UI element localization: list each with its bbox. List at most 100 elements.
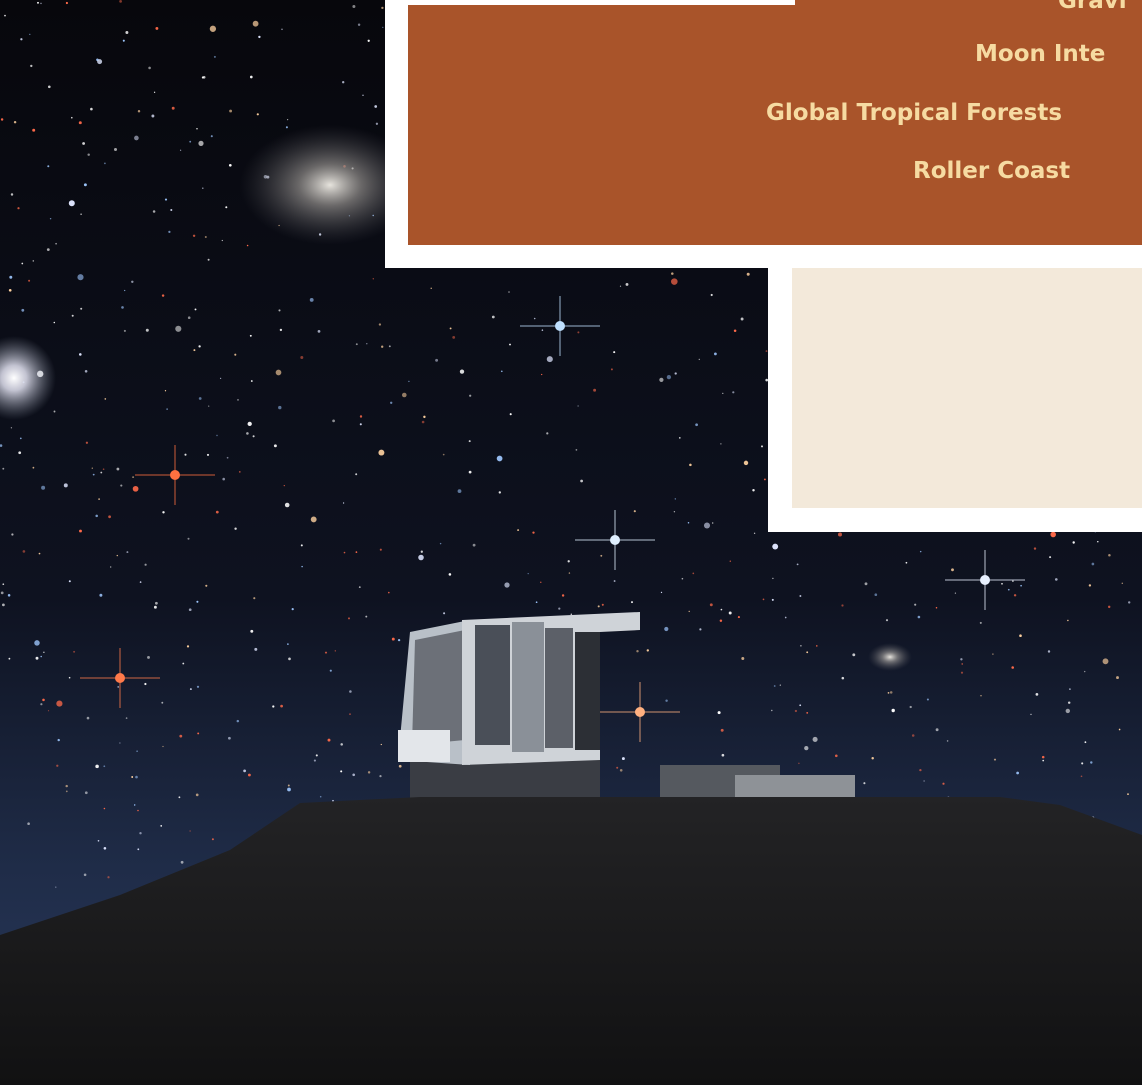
star — [77, 274, 83, 280]
star — [720, 443, 721, 444]
star — [79, 121, 82, 124]
star — [23, 550, 26, 553]
star — [620, 286, 621, 287]
star — [580, 480, 583, 483]
star — [301, 566, 302, 567]
star — [408, 381, 409, 382]
star — [274, 444, 277, 447]
star — [121, 306, 124, 309]
star — [43, 652, 44, 653]
star — [136, 750, 138, 752]
star — [250, 335, 252, 337]
star — [248, 422, 252, 426]
star — [300, 356, 303, 359]
star — [1084, 671, 1085, 672]
star — [1122, 583, 1123, 584]
star — [510, 413, 512, 415]
star — [123, 40, 125, 42]
star — [237, 720, 239, 722]
star — [806, 651, 808, 653]
star — [835, 754, 838, 757]
star — [349, 713, 351, 715]
star — [116, 468, 119, 471]
star — [37, 2, 39, 4]
star — [100, 472, 102, 474]
cover-line: Moon Inte — [975, 41, 1105, 67]
star — [1067, 620, 1068, 621]
star — [1119, 729, 1121, 731]
star — [888, 692, 890, 694]
star — [124, 290, 125, 291]
star — [509, 344, 511, 346]
star — [66, 2, 68, 4]
star — [734, 330, 737, 333]
star — [184, 454, 186, 456]
star — [90, 108, 93, 111]
star — [1042, 756, 1045, 759]
star — [9, 276, 12, 279]
star — [1001, 583, 1003, 585]
star — [841, 604, 843, 606]
star — [82, 142, 85, 145]
star — [292, 608, 294, 610]
star — [368, 771, 370, 773]
star — [352, 773, 355, 776]
star — [356, 343, 358, 345]
star — [508, 291, 510, 293]
star — [816, 645, 818, 647]
star — [504, 582, 509, 587]
star — [382, 27, 383, 28]
star — [137, 848, 139, 850]
star — [541, 374, 542, 375]
star — [947, 740, 949, 742]
star — [772, 578, 773, 579]
star — [622, 757, 625, 760]
star — [863, 782, 865, 784]
star — [9, 289, 12, 292]
star — [600, 555, 602, 557]
star — [682, 578, 684, 580]
cover: GraviMoon InteGlobal Tropical ForestsRol… — [0, 0, 1142, 1085]
star — [234, 354, 236, 356]
star — [342, 81, 344, 83]
star — [368, 40, 370, 42]
star — [41, 486, 45, 490]
star — [798, 763, 799, 764]
star — [722, 754, 725, 757]
star — [119, 0, 122, 3]
star — [355, 473, 357, 475]
star — [1048, 650, 1050, 652]
bright-star — [115, 673, 125, 683]
star — [568, 560, 570, 562]
star — [162, 511, 164, 513]
star — [20, 38, 22, 40]
star — [919, 769, 921, 771]
star — [144, 683, 146, 685]
star — [546, 432, 548, 434]
star — [994, 759, 996, 761]
star — [21, 309, 24, 312]
star — [54, 322, 56, 324]
star — [936, 728, 939, 731]
star — [95, 515, 98, 518]
star — [165, 199, 167, 201]
star — [381, 7, 383, 9]
star — [69, 200, 75, 206]
star — [120, 485, 122, 487]
star — [340, 743, 343, 746]
star — [343, 502, 344, 503]
star — [104, 847, 107, 850]
star — [133, 486, 139, 492]
star — [469, 471, 472, 474]
star — [170, 209, 172, 211]
star — [838, 533, 842, 537]
star — [180, 150, 181, 151]
star — [202, 187, 203, 188]
star — [674, 511, 675, 512]
star — [48, 85, 51, 88]
star — [380, 549, 382, 551]
star — [117, 555, 118, 556]
star — [210, 26, 216, 32]
star — [126, 551, 128, 553]
star — [161, 702, 163, 704]
